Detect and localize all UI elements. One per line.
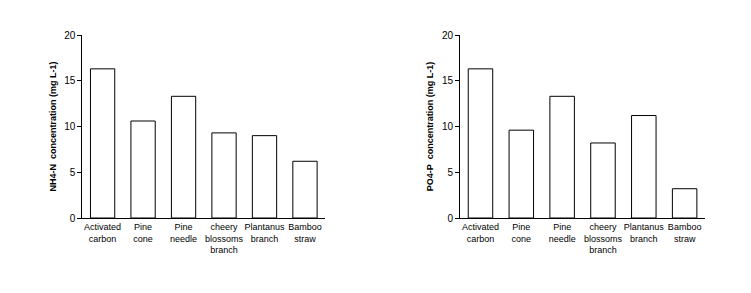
svg-text:Plantanusbranch: Plantanusbranch — [244, 222, 285, 244]
svg-text:Activatedcarbon: Activatedcarbon — [84, 222, 121, 244]
svg-text:Pineneedle: Pineneedle — [549, 222, 576, 244]
svg-text:cheeryblossomsbranch: cheeryblossomsbranch — [584, 222, 623, 255]
svg-text:Pinecone: Pinecone — [512, 222, 532, 244]
svg-text:15: 15 — [442, 75, 454, 86]
svg-text:Bamboostraw: Bamboostraw — [668, 222, 702, 244]
svg-text:Activatedcarbon: Activatedcarbon — [462, 222, 499, 244]
svg-text:Bamboostraw: Bamboostraw — [288, 222, 322, 244]
svg-text:5: 5 — [448, 167, 454, 178]
svg-text:Pineneedle: Pineneedle — [170, 222, 197, 244]
svg-text:10: 10 — [64, 121, 76, 132]
svg-text:20: 20 — [442, 30, 454, 41]
svg-text:20: 20 — [64, 30, 76, 41]
svg-text:15: 15 — [64, 75, 76, 86]
svg-text:10: 10 — [442, 121, 454, 132]
svg-text:Pinecone: Pinecone — [133, 222, 153, 244]
svg-text:Plantanusbranch: Plantanusbranch — [624, 222, 665, 244]
svg-text:0: 0 — [70, 213, 76, 224]
svg-text:5: 5 — [70, 167, 76, 178]
svg-text:NH4-N concentration (mg L-1): NH4-N concentration (mg L-1) — [48, 61, 58, 191]
svg-text:cheeryblossomsbranch: cheeryblossomsbranch — [205, 222, 244, 255]
svg-text:PO4-P concentration (mg L-1): PO4-P concentration (mg L-1) — [425, 62, 435, 191]
svg-text:0: 0 — [448, 213, 454, 224]
